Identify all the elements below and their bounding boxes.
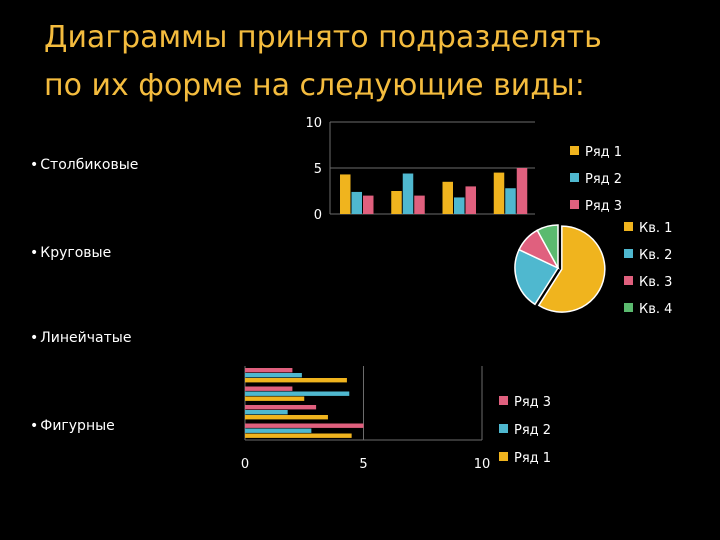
bullet-line-bar-charts: Линейчатые (30, 330, 131, 346)
x-tick-label: 0 (241, 457, 249, 472)
bar (245, 428, 312, 433)
bar (465, 186, 476, 214)
legend-swatch (624, 249, 633, 258)
bullet-pie-charts: Круговые (30, 245, 111, 261)
legend-swatch (570, 200, 579, 209)
bar (245, 415, 328, 420)
legend-label: Кв. 1 (639, 221, 672, 236)
legend-swatch (499, 396, 508, 405)
bar (245, 423, 364, 428)
bar (442, 181, 453, 214)
bar (245, 405, 317, 410)
bar (340, 174, 351, 214)
legend-label: Ряд 1 (514, 451, 551, 466)
bar (245, 391, 350, 396)
bar (245, 433, 352, 438)
legend-swatch (570, 146, 579, 155)
bar (516, 168, 528, 214)
legend-swatch (499, 452, 508, 461)
legend-swatch (624, 276, 633, 285)
legend-label: Кв. 3 (639, 275, 672, 290)
bullet-bar-charts: Столбиковые (30, 157, 138, 173)
y-tick-label: 0 (314, 208, 322, 223)
legend-swatch (624, 303, 633, 312)
pie-chart: Кв. 1 Кв. 2 Кв. 3 Кв. 4 (514, 221, 672, 317)
bar (351, 191, 362, 214)
bar (245, 373, 302, 378)
legend-swatch (570, 173, 579, 182)
title-line-2: по их форме на следующие виды: (44, 68, 585, 103)
bar (363, 195, 374, 214)
bar (245, 396, 305, 401)
bar (391, 191, 402, 214)
x-tick-label: 5 (359, 457, 367, 472)
y-tick-label: 5 (314, 162, 322, 177)
bar (245, 378, 347, 383)
horizontal-bar-chart: 0 5 10 Ряд 3 Ряд 2 Ряд 1 (241, 366, 551, 472)
bar (245, 410, 288, 415)
x-tick-label: 10 (474, 457, 491, 472)
bar (245, 368, 293, 373)
legend-label: Кв. 2 (639, 248, 672, 263)
bullet-figure-charts: Фигурные (30, 418, 115, 434)
pie-slice (536, 224, 559, 269)
pie-slice (537, 225, 606, 313)
bar (493, 172, 505, 214)
legend-label: Кв. 4 (639, 302, 672, 317)
bar (505, 188, 516, 214)
legend-label: Ряд 2 (514, 423, 551, 438)
bar (245, 386, 293, 391)
slide-title: Диаграммы принято подразделять по их фор… (44, 14, 714, 110)
bar (454, 197, 465, 214)
column-chart: 0 5 10 Ряд 1 Ряд 2 Ряд 3 (305, 116, 622, 223)
legend-label: Ряд 3 (514, 395, 551, 410)
y-tick-label: 10 (305, 116, 322, 131)
bar (414, 195, 425, 214)
legend-label: Ряд 2 (585, 172, 622, 187)
legend-swatch (624, 222, 633, 231)
bar (402, 173, 414, 214)
legend-label: Ряд 1 (585, 145, 622, 160)
title-line-1: Диаграммы принято подразделять (44, 20, 602, 55)
legend-label: Ряд 3 (585, 199, 622, 214)
legend-swatch (499, 424, 508, 433)
